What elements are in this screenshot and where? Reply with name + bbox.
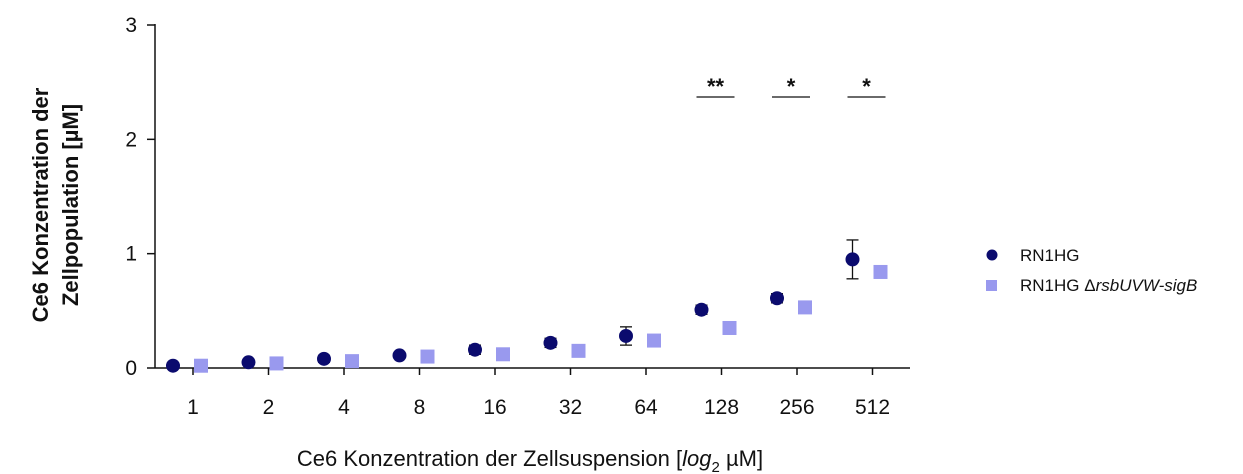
data-point-rn1hg	[694, 302, 709, 317]
y-tick-label: 1	[125, 243, 137, 266]
x-tick-labels: 1 2 4 8 16 32 64 128 256 512	[187, 396, 890, 419]
legend-label-rn1hg: RN1HG	[1020, 246, 1080, 265]
data-point-rn1hg	[770, 291, 784, 306]
data-point-mutant	[647, 333, 661, 348]
data-point-rn1hg	[619, 328, 633, 343]
significance-marks: ** * *	[696, 74, 886, 99]
x-tick-label: 128	[704, 396, 739, 419]
data-point-rn1hg	[468, 342, 482, 357]
y-tick-label: 2	[125, 128, 137, 151]
data-point-mutant	[345, 354, 359, 369]
significance-label: **	[707, 74, 725, 99]
legend: RN1HG RN1HG ΔrsbUVW-sigB	[986, 246, 1197, 295]
data-point-mutant	[420, 349, 435, 364]
x-tick-label: 256	[779, 396, 814, 419]
data-marks	[166, 239, 888, 373]
legend-marker-rn1hg	[986, 249, 998, 261]
data-point-mutant	[722, 320, 737, 335]
data-point-mutant	[571, 343, 586, 358]
legend-label-mutant: RN1HG ΔrsbUVW-sigB	[1020, 276, 1197, 295]
x-tick-label: 32	[559, 396, 582, 419]
data-point-rn1hg	[543, 335, 558, 350]
data-point-rn1hg	[392, 348, 407, 363]
x-tick-label: 64	[634, 396, 658, 419]
axes	[147, 24, 910, 375]
x-tick-label: 2	[263, 396, 275, 419]
x-tick-label: 16	[483, 396, 506, 419]
significance-label: *	[862, 74, 871, 99]
data-point-rn1hg	[166, 358, 180, 373]
x-axis-title: Ce6 Konzentration der Zellsuspension [lo…	[297, 446, 763, 474]
legend-marker-mutant	[986, 280, 997, 291]
y-tick-labels: 0 1 2 3	[125, 14, 137, 380]
data-point-mutant	[194, 358, 208, 373]
data-point-mutant	[269, 356, 284, 371]
significance-label: *	[787, 74, 796, 99]
data-point-mutant	[873, 264, 888, 279]
data-point-mutant	[496, 347, 510, 362]
y-tick-label: 3	[125, 14, 137, 37]
y-axis-title-line1: Ce6 Konzentration der	[28, 87, 53, 322]
data-point-rn1hg	[241, 355, 256, 370]
x-tick-label: 512	[855, 396, 890, 419]
data-point-mutant	[798, 300, 812, 315]
y-axis-title-line2: Zellpopulation [µM]	[58, 104, 83, 306]
data-point-rn1hg	[317, 351, 331, 366]
x-tick-label: 4	[338, 396, 350, 419]
x-tick-label: 8	[414, 396, 426, 419]
x-tick-label: 1	[187, 396, 199, 419]
data-point-rn1hg	[845, 252, 860, 267]
y-tick-label: 0	[125, 357, 137, 380]
